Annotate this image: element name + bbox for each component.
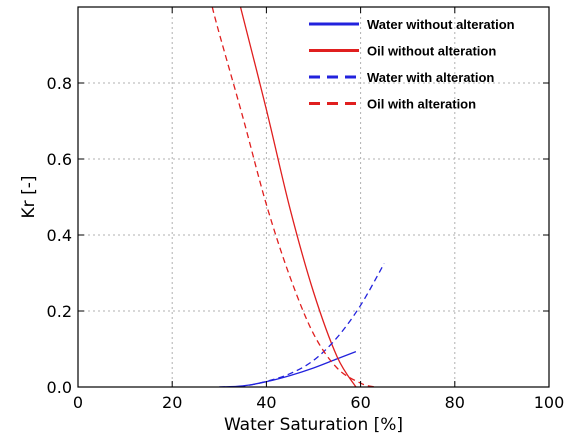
- y-tick-label: 0.0: [47, 378, 72, 397]
- legend-entry-water-without-alteration: Water without alteration: [309, 17, 515, 32]
- legend-label: Oil without alteration: [367, 44, 496, 59]
- oil-without-alteration-line: [239, 7, 357, 387]
- x-tick-label: 80: [445, 393, 465, 412]
- axis-ticks: 0 20 40 60 80 100 0.0 0.2 0.4 0.6 0.8: [47, 7, 565, 412]
- plot-frame: [77, 6, 550, 388]
- y-tick-label: 0.2: [47, 302, 72, 321]
- x-tick-label: 100: [534, 393, 565, 412]
- x-tick-label: 20: [162, 393, 182, 412]
- legend-label: Oil with alteration: [367, 97, 476, 112]
- x-tick-label: 40: [256, 393, 276, 412]
- water-with-alteration-line: [219, 263, 385, 387]
- legend-entry-water-with-alteration: Water with alteration: [309, 70, 494, 85]
- legend-label: Water with alteration: [367, 70, 494, 85]
- legend: Water without alteration Oil without alte…: [309, 17, 515, 112]
- legend-label: Water without alteration: [367, 17, 515, 32]
- legend-entry-oil-without-alteration: Oil without alteration: [309, 44, 496, 59]
- y-tick-label: 0.6: [47, 150, 72, 169]
- legend-entry-oil-with-alteration: Oil with alteration: [309, 97, 476, 112]
- x-axis-title: Water Saturation [%]: [224, 415, 403, 435]
- water-without-alteration-line: [219, 351, 357, 387]
- y-axis-title: Kr [-]: [19, 176, 39, 219]
- grid: [78, 7, 549, 387]
- oil-with-alteration-line: [211, 7, 375, 387]
- x-tick-label: 60: [350, 393, 370, 412]
- series-layer: [211, 7, 385, 387]
- y-tick-label: 0.4: [47, 226, 72, 245]
- x-tick-label: 0: [73, 393, 83, 412]
- y-tick-label: 0.8: [47, 74, 72, 93]
